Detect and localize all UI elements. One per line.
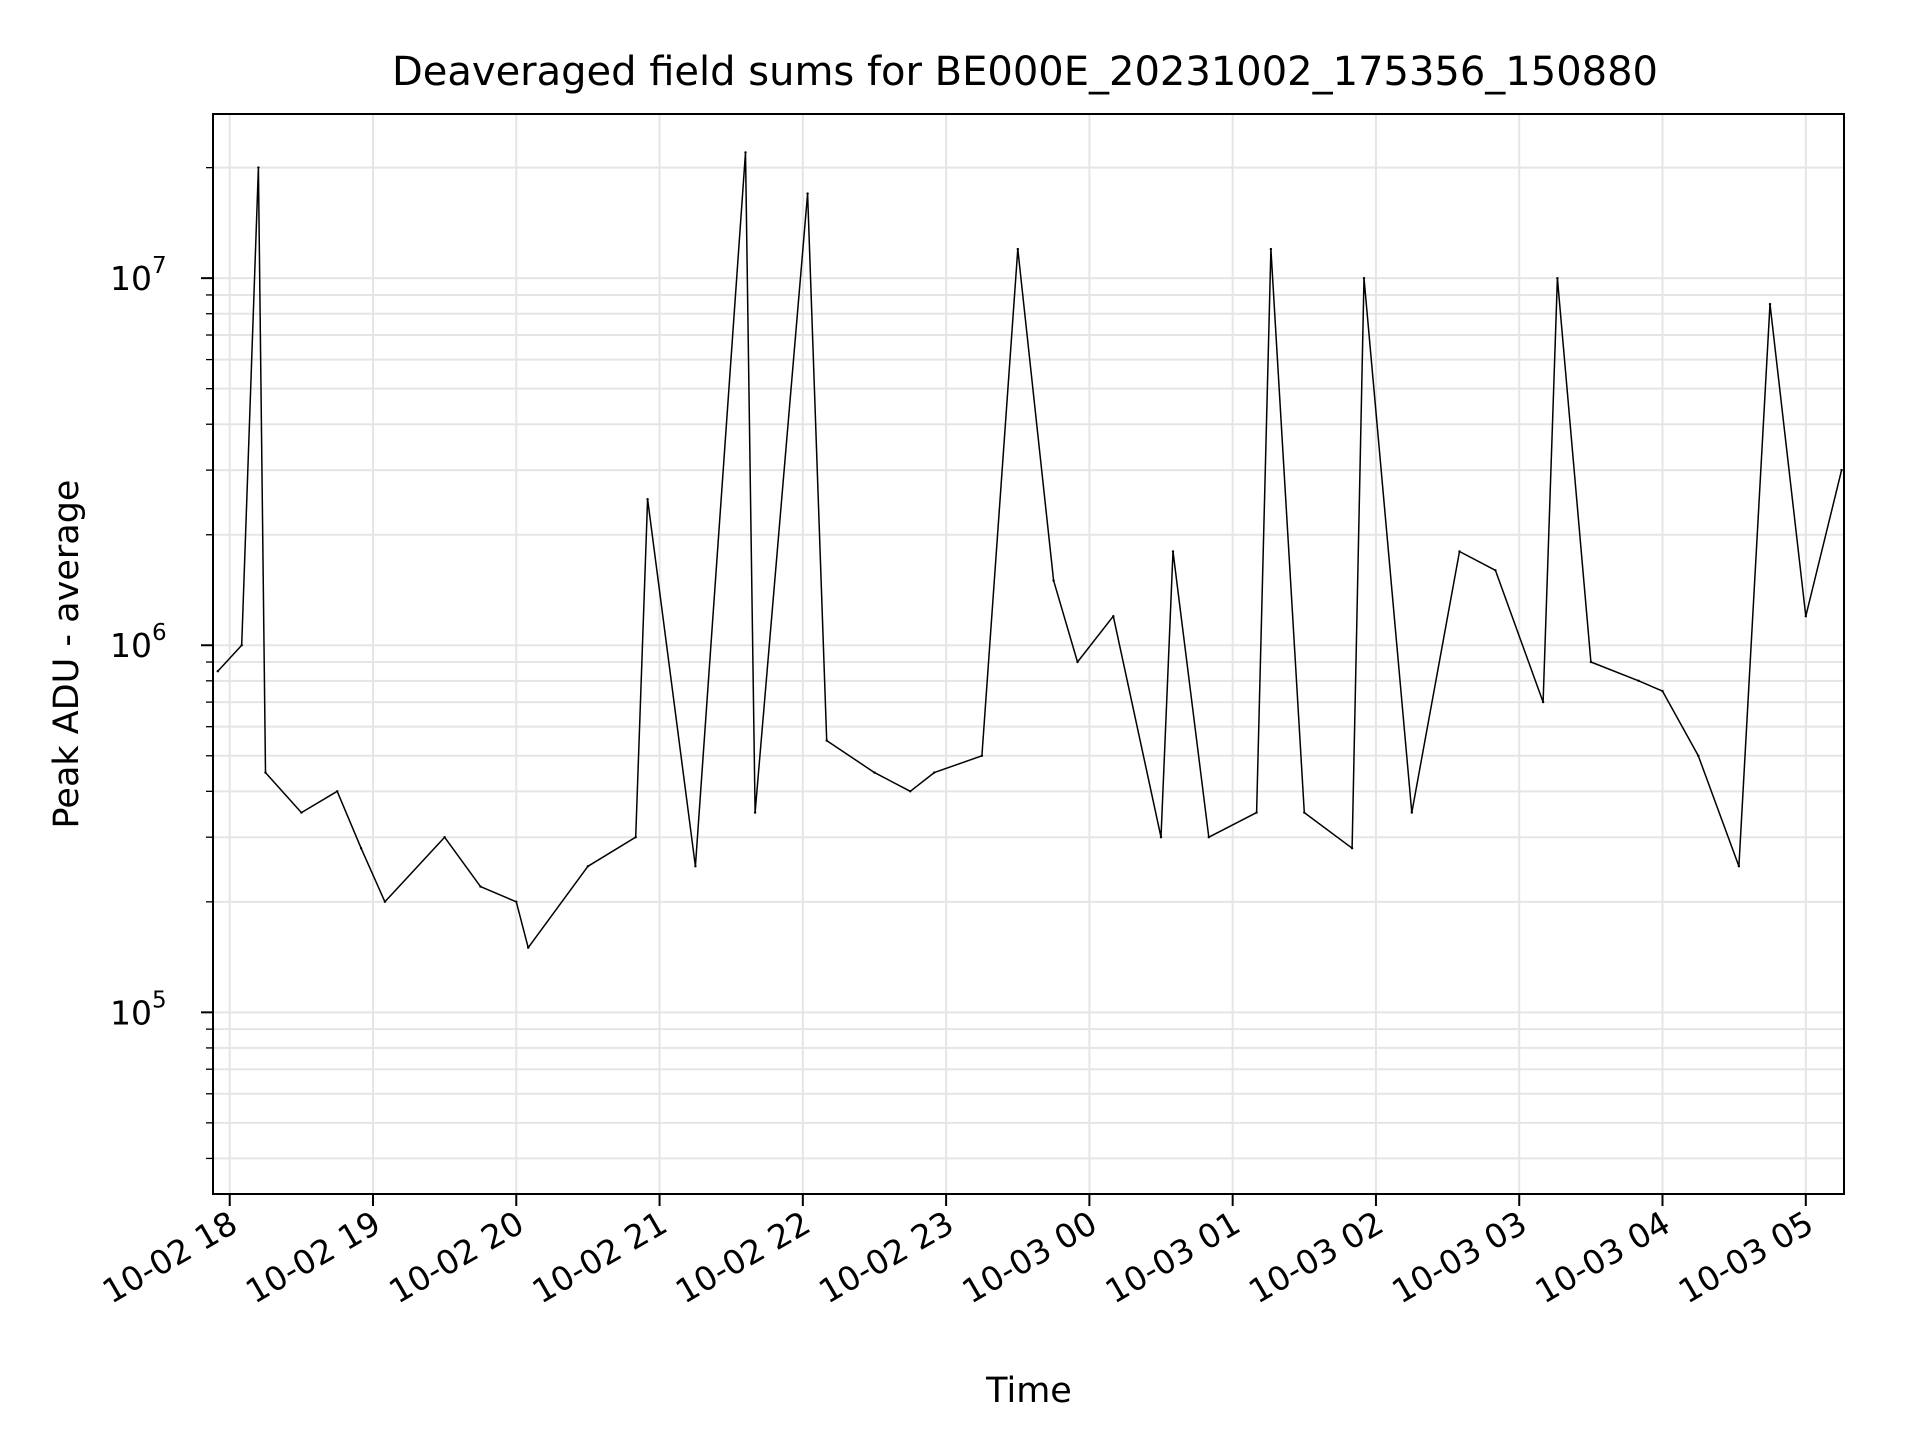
data-point	[1458, 550, 1461, 553]
data-point	[527, 946, 530, 949]
data-point	[694, 865, 697, 868]
data-point	[634, 836, 637, 839]
data-point	[806, 192, 809, 195]
y-axis-label-group: Peak ADU - average	[47, 480, 87, 829]
data-point	[443, 836, 446, 839]
y-tick-exponent: 7	[152, 253, 167, 279]
data-point	[1541, 700, 1545, 704]
plot-frame	[212, 113, 1845, 1195]
data-point	[1737, 865, 1741, 868]
data-line-group	[216, 151, 1843, 949]
data-point	[1840, 468, 1843, 472]
data-point	[933, 771, 936, 774]
data-point	[1159, 836, 1163, 839]
data-point	[1697, 754, 1700, 757]
data-point	[1362, 277, 1366, 280]
data-point	[515, 900, 518, 903]
data-point	[1016, 247, 1019, 251]
data-point	[909, 790, 912, 793]
data-point	[264, 771, 267, 774]
data-point	[1076, 660, 1079, 664]
data-point	[1804, 615, 1808, 618]
data-point	[240, 644, 243, 647]
data-point	[1303, 811, 1306, 814]
data-point	[1112, 615, 1115, 618]
data-point	[1589, 660, 1593, 664]
data-point	[479, 885, 482, 888]
data-point	[257, 166, 260, 169]
x-axis-label: Time	[985, 1371, 1072, 1411]
data-point	[1410, 811, 1414, 814]
data-point	[1350, 847, 1354, 850]
data-point	[980, 754, 984, 757]
data-point	[1269, 247, 1273, 251]
data-point	[1637, 679, 1640, 682]
data-point	[1556, 277, 1559, 280]
y-axis-label: Peak ADU - average	[47, 480, 87, 829]
data-point	[1494, 569, 1497, 572]
data-point	[216, 670, 219, 673]
data-point	[1171, 550, 1175, 553]
data-point	[646, 498, 649, 501]
y-tick-exponent: 6	[152, 620, 167, 646]
data-point	[753, 811, 757, 814]
data-point	[336, 790, 339, 793]
data-point	[1661, 689, 1664, 693]
data-point	[825, 739, 828, 742]
data-point	[1052, 579, 1055, 582]
chart-title: Deaveraged field sums for BE000E_2023100…	[392, 49, 1658, 95]
data-point	[383, 900, 387, 903]
data-point	[873, 771, 876, 774]
data-point	[300, 811, 303, 814]
data-point	[744, 151, 747, 154]
data-point	[1768, 302, 1772, 306]
grid	[213, 114, 1844, 1194]
data-point	[359, 847, 363, 850]
data-point	[1207, 836, 1211, 839]
data-point	[1255, 811, 1258, 814]
y-tick-exponent: 5	[152, 987, 167, 1013]
data-point	[586, 865, 590, 868]
